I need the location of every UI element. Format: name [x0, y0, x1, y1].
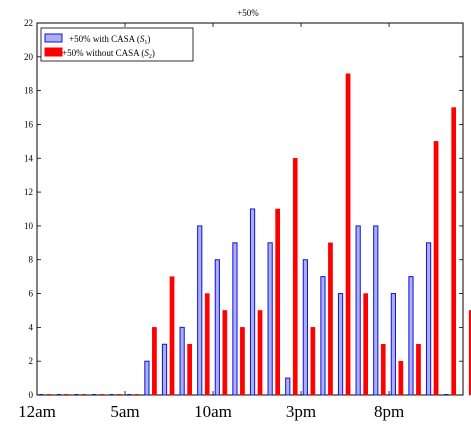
bar-with-casa — [179, 326, 185, 396]
bar-without-casa — [380, 344, 386, 396]
bar-with-casa — [390, 293, 396, 396]
bar-without-casa — [275, 208, 280, 396]
series-without-casa — [46, 73, 471, 396]
bar-without-casa — [363, 293, 369, 396]
legend: +50% with CASA (S1) +50% without CASA (S… — [40, 27, 194, 62]
y-tick-label: 16 — [24, 119, 34, 129]
bar-without-casa — [187, 344, 192, 396]
bar-with-casa — [337, 293, 344, 396]
bar-with-casa — [425, 242, 432, 396]
y-tick-label: 8 — [29, 255, 34, 265]
bar-without-casa — [416, 344, 421, 396]
x-tick-label: 3pm — [286, 402, 316, 421]
bar-with-casa — [161, 343, 168, 396]
bar-without-casa — [451, 107, 457, 396]
bar-without-casa — [240, 327, 245, 396]
x-axis: 12am 5am 10am 3pm 8pm — [18, 23, 404, 421]
y-tick-label: 22 — [24, 18, 33, 28]
chart-title: +50% — [237, 8, 259, 18]
y-axis: 0 2 4 6 8 10 12 14 16 18 20 22 — [24, 18, 463, 400]
x-tick-label: 10am — [194, 402, 232, 421]
y-tick-label: 18 — [24, 86, 34, 96]
bar-without-casa — [222, 310, 228, 396]
legend-swatch-with-casa — [44, 33, 63, 43]
y-tick-label: 10 — [24, 221, 34, 231]
legend-swatch-without-casa — [44, 47, 63, 57]
y-tick-label: 20 — [24, 52, 34, 62]
y-tick-label: 12 — [24, 187, 33, 197]
bar-without-casa — [204, 293, 210, 396]
bar-with-casa — [232, 242, 238, 396]
bar-with-casa — [197, 225, 203, 396]
bar-without-casa — [310, 327, 316, 396]
bar-with-casa — [302, 259, 308, 396]
bar-with-casa — [408, 276, 414, 396]
legend-label-with-casa: +50% with CASA (S1) — [69, 34, 150, 46]
bar-with-casa — [214, 259, 220, 396]
x-tick-label: 8pm — [374, 402, 404, 421]
x-tick-label: 5am — [110, 402, 139, 421]
bar-with-casa — [373, 225, 379, 396]
bar-with-casa — [249, 208, 256, 396]
bar-without-casa — [257, 310, 263, 396]
y-tick-label: 0 — [29, 390, 34, 400]
bar-without-casa — [328, 242, 333, 396]
y-tick-label: 4 — [29, 322, 34, 332]
y-tick-label: 14 — [24, 153, 34, 163]
bar-with-casa — [285, 377, 291, 396]
bar-without-casa — [345, 73, 351, 396]
bar-with-casa — [267, 242, 273, 396]
y-tick-label: 6 — [29, 289, 34, 299]
bar-with-casa — [320, 276, 326, 396]
bar-without-casa — [398, 360, 404, 396]
bar-without-casa — [468, 310, 471, 396]
y-tick-label: 2 — [29, 356, 34, 366]
bar-with-casa — [355, 225, 361, 396]
legend-label-without-casa: +50% without CASA (S2) — [62, 48, 155, 60]
x-tick-label: 12am — [18, 402, 56, 421]
bar-with-casa — [144, 360, 150, 396]
bar-without-casa — [152, 327, 157, 396]
bar-without-casa — [292, 158, 298, 396]
series-with-casa — [39, 208, 449, 396]
bar-without-casa — [169, 276, 175, 396]
bar-without-casa — [433, 141, 439, 396]
legend-box — [40, 27, 194, 62]
